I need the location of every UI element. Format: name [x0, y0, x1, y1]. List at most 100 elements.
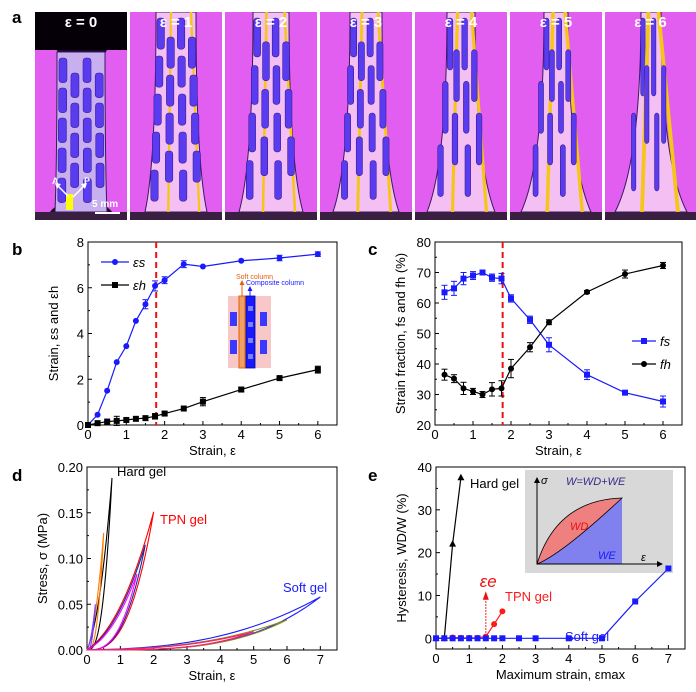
data-point: [276, 375, 283, 382]
hard-block: [532, 144, 539, 197]
data-point: [470, 272, 476, 279]
hard-block: [437, 144, 444, 197]
x-tick-label: 6: [314, 427, 321, 442]
data-point: [441, 289, 448, 296]
hard-block: [70, 72, 80, 98]
strain-caption: ε = 2: [254, 14, 288, 31]
arrow-p: [72, 184, 86, 198]
gel-photo-illustration: [130, 12, 222, 220]
y-tick-label: 40: [418, 460, 432, 475]
x-tick-label: 0: [432, 651, 439, 666]
hard-block: [58, 57, 68, 83]
x-tick-label: 0: [83, 652, 90, 667]
data-point: [466, 635, 473, 642]
hard-block: [451, 112, 459, 166]
legend-label: εh: [133, 278, 146, 293]
data-point: [451, 285, 457, 292]
hard-block: [57, 147, 67, 173]
axis-label-p: P: [84, 176, 90, 186]
hard-block: [356, 88, 364, 129]
hard-block: [261, 88, 269, 129]
data-point: [622, 389, 628, 396]
data-point: [546, 341, 552, 348]
hard-block: [150, 169, 159, 202]
y-tick-label: 0.10: [58, 552, 83, 567]
gel-photo-illustration: [605, 12, 696, 220]
hard-block: [543, 17, 550, 71]
x-tick-label: 5: [276, 427, 283, 442]
hard-block: [95, 102, 104, 128]
data-point: [94, 420, 101, 427]
x-tick-label: 2: [161, 427, 168, 442]
composite-segment: [248, 306, 253, 311]
soft-column: [450, 12, 460, 213]
series-line: [87, 253, 318, 426]
data-point: [449, 635, 456, 642]
photo-panel: ε = 3: [320, 12, 412, 220]
strain-caption: ε = 5: [539, 14, 573, 31]
data-point: [123, 343, 130, 350]
hard-block: [82, 87, 92, 113]
y-tick-label: 20: [417, 418, 431, 433]
data-point: [460, 275, 467, 282]
hard-block: [357, 41, 365, 82]
y-tick-label: 8: [77, 235, 84, 250]
data-point: [199, 263, 206, 270]
y-tick-label: 0: [77, 418, 84, 433]
hard-block: [287, 136, 295, 177]
hard-block: [165, 112, 174, 145]
data-point: [152, 413, 159, 420]
curve-label: TPN gel: [505, 589, 552, 604]
data-point: [113, 359, 120, 366]
hard-block: [82, 117, 92, 143]
hard-block: [230, 340, 237, 354]
data-point: [516, 635, 522, 642]
hard-block: [644, 65, 650, 144]
hard-block: [192, 150, 201, 183]
composite-segment: [248, 322, 253, 327]
hard-block: [166, 36, 175, 69]
hard-block: [558, 81, 564, 134]
legend-marker: [641, 338, 647, 344]
hard-block: [442, 81, 449, 134]
data-point: [491, 621, 498, 628]
hard-block: [248, 112, 256, 153]
hard-block: [379, 88, 387, 129]
hard-block: [284, 88, 293, 129]
data-point: [94, 411, 101, 418]
data-point: [584, 289, 590, 296]
hard-block: [282, 41, 290, 82]
x-tick-label: 4: [583, 427, 590, 442]
curve-label: Soft gel: [283, 580, 327, 595]
hard-block: [188, 36, 197, 69]
data-point: [433, 635, 439, 642]
hard-block: [70, 132, 80, 158]
hard-block: [475, 112, 483, 166]
x-tick-label: 5: [621, 427, 628, 442]
x-tick-label: 3: [545, 427, 552, 442]
hard-block: [95, 162, 105, 188]
x-tick-label: 7: [665, 651, 672, 666]
x-tick-label: 3: [532, 651, 539, 666]
x-tick-label: 4: [217, 652, 224, 667]
panel-label-b: b: [12, 240, 23, 259]
data-point: [276, 255, 283, 262]
hard-block: [344, 112, 351, 153]
x-axis-label: Strain, ε: [535, 443, 582, 458]
panel-label-a: a: [12, 8, 22, 27]
hard-block: [155, 55, 164, 88]
data-point: [622, 271, 628, 278]
hysteresis-loop: [86, 631, 254, 651]
data-point: [491, 635, 498, 642]
photo-panel: ε = 6: [605, 12, 696, 220]
data-point: [161, 410, 168, 417]
y-tick-label: 20: [418, 546, 432, 561]
hard-block: [376, 41, 384, 82]
hard-block: [82, 57, 92, 83]
strain-caption: ε = 3: [349, 14, 383, 31]
series-line: [444, 264, 664, 396]
hard-block: [565, 49, 572, 102]
hard-block: [556, 17, 562, 71]
x-tick-label: 3: [199, 427, 206, 442]
data-point: [499, 635, 506, 642]
